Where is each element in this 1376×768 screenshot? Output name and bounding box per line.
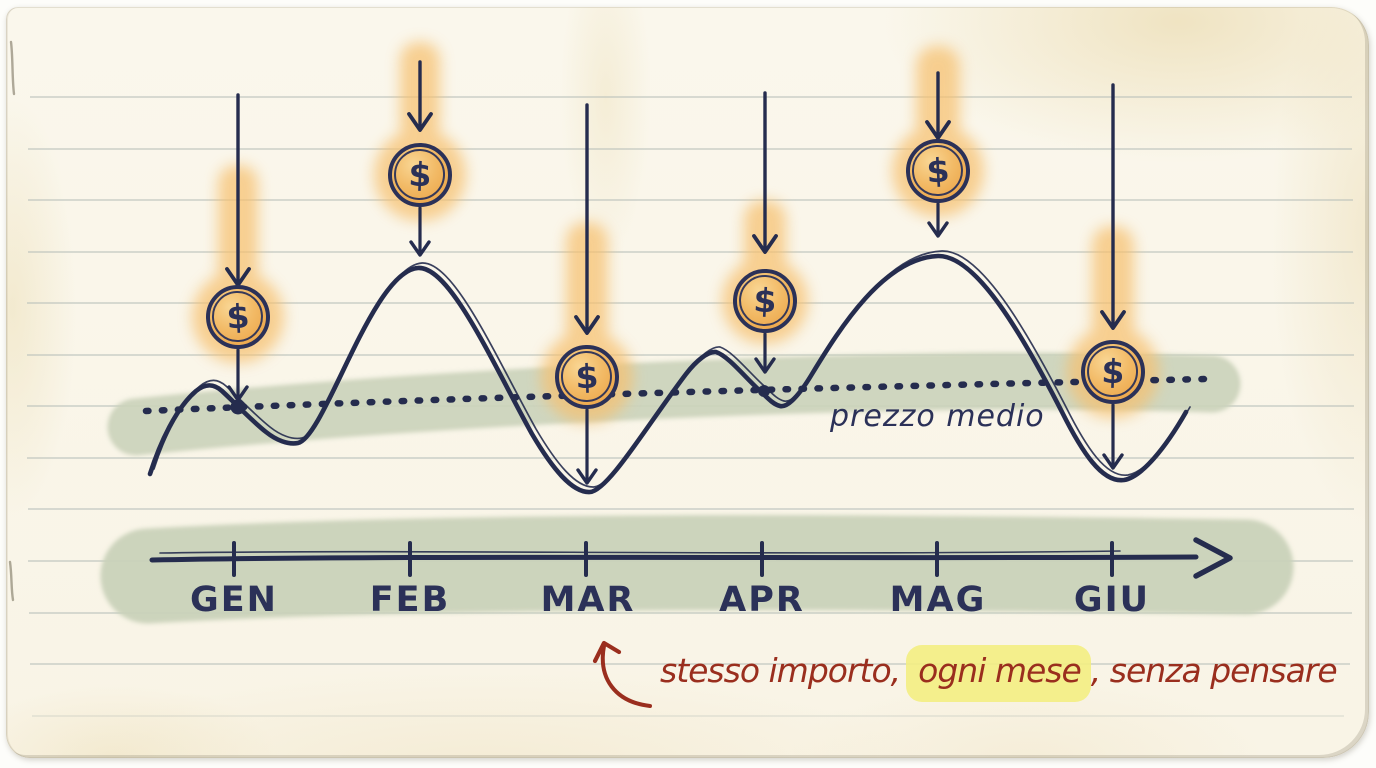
arrow-apr-top (752, 91, 778, 254)
green-highlighter-bands (100, 352, 1294, 624)
coin-inner-ring (393, 148, 446, 201)
month-label-feb: FEB (369, 580, 451, 620)
annotation-pre: stesso importo, (660, 651, 901, 690)
buy-dot-gen (230, 399, 246, 415)
month-label-apr: APR (719, 580, 805, 620)
month-ticks (232, 541, 1114, 577)
arrow-mar-top (574, 103, 600, 335)
arrow-mar-bottom (576, 408, 598, 485)
average-price-label: prezzo medio (830, 399, 1045, 434)
arrow-feb-bottom (409, 206, 431, 257)
buy-dot-apr (758, 385, 770, 397)
coin-inner-ring (560, 350, 613, 403)
arrow-feb-top (407, 60, 433, 132)
arrow-mag-bottom (927, 202, 949, 238)
coin-inner-ring (210, 289, 265, 344)
month-label-gen: GEN (190, 580, 278, 620)
coin-inner-ring (1086, 345, 1139, 398)
annotation-highlighted: ogni mese (906, 645, 1091, 702)
coin-inner-ring (737, 273, 792, 328)
arrow-apr-bottom (754, 332, 776, 374)
timeline-axis (149, 537, 1233, 579)
month-label-mar: MAR (540, 580, 636, 620)
axis-band (100, 515, 1294, 624)
coin-inner-ring (910, 143, 965, 198)
annotation-arrow (592, 640, 652, 708)
month-label-giu: GIU (1073, 580, 1151, 620)
arrow-giu-top (1100, 83, 1126, 330)
axis-arrowhead (1193, 537, 1233, 579)
buy-point-dots (230, 385, 770, 415)
month-label-mag: MAG (889, 580, 987, 620)
coin-drop-arrows (225, 60, 1126, 485)
arrow-gen-bottom (227, 348, 249, 402)
paper-edge-marks (8, 40, 16, 602)
annotation-post: , senza pensare (1090, 651, 1338, 690)
arrow-giu-bottom (1102, 403, 1124, 470)
price-curve (147, 250, 1191, 495)
annotation-text: stesso importo, ogni mese, senza pensare (660, 645, 1338, 702)
